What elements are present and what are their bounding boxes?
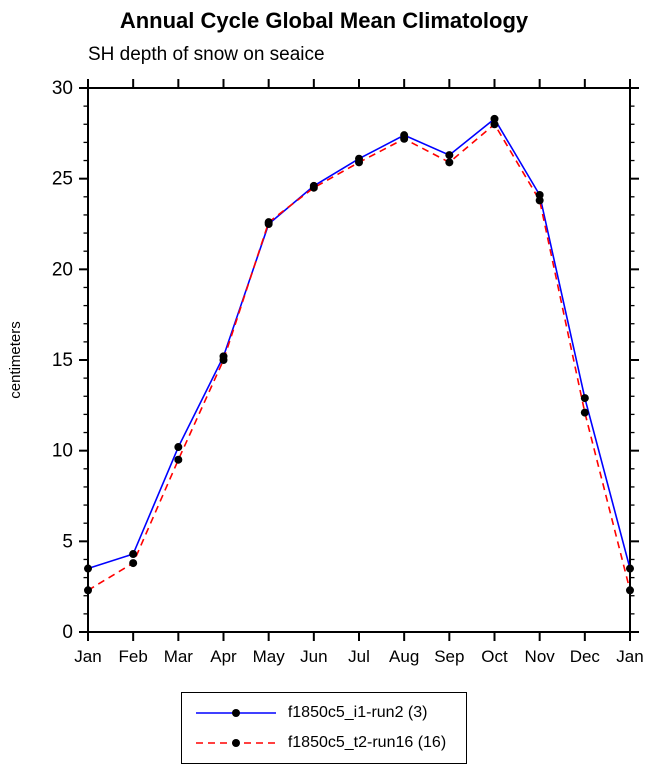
x-tick-label: Jun bbox=[300, 647, 327, 666]
series-line-1 bbox=[87, 123, 631, 591]
data-point-marker bbox=[174, 455, 183, 464]
chart-subtitle: SH depth of snow on seaice bbox=[88, 44, 325, 65]
data-point-marker bbox=[84, 564, 92, 573]
legend-label: f1850c5_i1-run2 (3) bbox=[287, 704, 428, 721]
x-tick-label: Sep bbox=[434, 647, 464, 666]
data-point-marker bbox=[445, 151, 454, 160]
legend: f1850c5_i1-run2 (3) f1850c5_t2-run16 (16) bbox=[180, 692, 468, 764]
data-point-marker bbox=[445, 158, 454, 167]
legend-label: f1850c5_t2-run16 (16) bbox=[287, 734, 447, 751]
data-point-marker bbox=[535, 196, 544, 205]
data-point-marker bbox=[84, 586, 92, 595]
x-tick-label: Jan bbox=[616, 647, 643, 666]
x-tick-label: Nov bbox=[525, 647, 556, 666]
legend-line-sample bbox=[195, 739, 276, 747]
y-tick-label: 15 bbox=[52, 350, 73, 371]
data-point-marker bbox=[626, 586, 634, 595]
legend-item: f1850c5_t2-run16 (16) bbox=[195, 729, 447, 757]
data-point-marker bbox=[580, 394, 589, 403]
data-point-marker bbox=[129, 550, 138, 559]
chart-title: Annual Cycle Global Mean Climatology bbox=[119, 8, 529, 33]
y-tick-label: 25 bbox=[52, 169, 73, 190]
data-point-marker bbox=[490, 120, 499, 129]
data-point-marker bbox=[309, 183, 318, 192]
x-tick-label: Feb bbox=[119, 647, 148, 666]
y-tick-label: 5 bbox=[62, 531, 73, 552]
legend-line-sample bbox=[195, 709, 276, 717]
y-tick-label: 20 bbox=[52, 259, 73, 280]
data-point-marker bbox=[219, 356, 228, 364]
plot-frame bbox=[87, 87, 631, 633]
data-point-marker bbox=[400, 134, 409, 143]
data-point-marker bbox=[355, 158, 363, 167]
x-tick-label: Aug bbox=[389, 647, 419, 666]
data-point-marker bbox=[129, 559, 138, 568]
x-tick-label: Oct bbox=[481, 647, 508, 666]
x-tick-label: Jan bbox=[74, 647, 101, 666]
series-line-0 bbox=[87, 117, 631, 570]
data-point-marker bbox=[580, 408, 589, 417]
y-axis-label: centimeters bbox=[7, 321, 24, 399]
legend-item: f1850c5_i1-run2 (3) bbox=[195, 699, 446, 727]
data-point-marker bbox=[174, 443, 183, 452]
x-tick-label: Dec bbox=[570, 647, 601, 666]
chart-canvas: 0 5 10 15 20 25 30 Jan Feb Mar Apr May Jun Jul Aug Sep O… bbox=[7, 78, 644, 666]
legend-marker-dot bbox=[231, 739, 240, 747]
x-tick-label: Jul bbox=[348, 647, 370, 666]
data-point-marker bbox=[626, 564, 634, 573]
x-tick-label: Apr bbox=[210, 647, 237, 666]
legend-marker-dot bbox=[231, 709, 240, 717]
y-tick-label: 10 bbox=[52, 441, 73, 462]
x-tick-label: Mar bbox=[164, 647, 194, 666]
y-tick-label: 30 bbox=[52, 78, 73, 99]
y-tick-label: 0 bbox=[62, 622, 73, 643]
x-tick-label: May bbox=[253, 647, 286, 666]
data-point-marker bbox=[264, 218, 273, 227]
